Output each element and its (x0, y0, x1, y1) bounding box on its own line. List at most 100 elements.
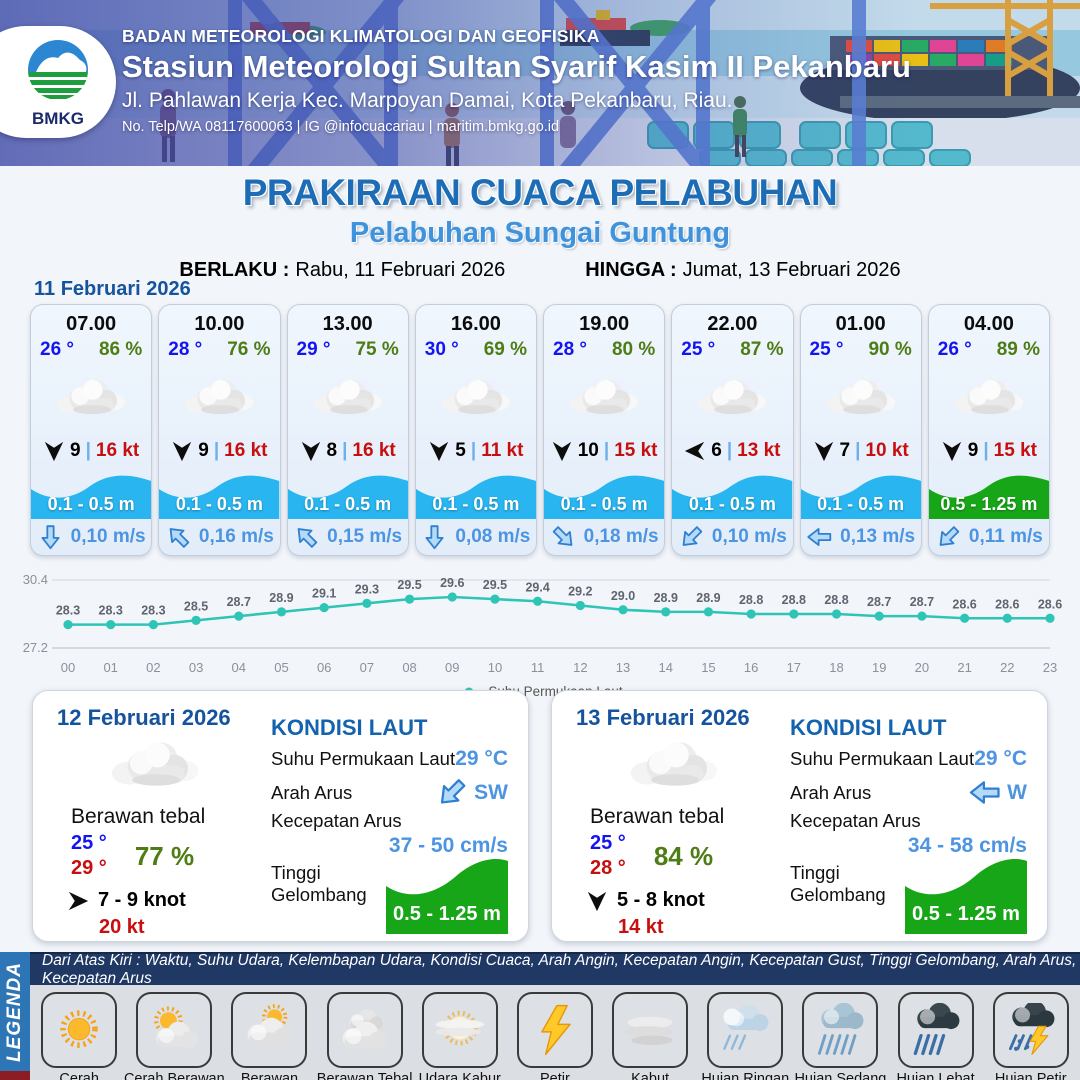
legend-item-label: Kabut (631, 1071, 670, 1080)
weather-icon (672, 361, 792, 433)
wave-height-value: 0.1 - 0.5 m (304, 494, 392, 514)
forecast-card: 04.00 26 ° 89 % 9 | 15 kt 0.5 - 1.25 m (927, 304, 1050, 556)
forecast-card: 22.00 25 ° 87 % 6 | 13 kt 0.1 - 0.5 m (671, 304, 794, 556)
bmkg-logo-icon: BMKG (28, 40, 88, 128)
wind-gust: 16 kt (224, 440, 268, 461)
outlook-cards: 12 Februari 2026 Berawan tebal 25 ° 29 °… (32, 690, 1048, 942)
berawan-tebal-icon (698, 379, 767, 415)
current-row: 0,15 m/s (288, 519, 408, 555)
wind-row: 7 | 10 kt (801, 433, 921, 469)
wind-direction-icon (43, 440, 65, 462)
legend-icon-box (326, 992, 403, 1068)
wind-gust-separator: | (726, 440, 733, 461)
wind-speed: 9 (198, 440, 209, 461)
legend-icon-box (41, 992, 118, 1068)
legend-item-label: Berawan Tebal (316, 1071, 413, 1080)
wind-speed: 10 (577, 440, 599, 461)
svg-text:28.6: 28.6 (952, 597, 976, 611)
svg-text:05: 05 (274, 660, 288, 675)
current-dir-label: Arah Arus (790, 781, 872, 803)
legend-item: Udara Kabur (414, 992, 506, 1080)
legend-item: Berawan (223, 992, 315, 1080)
wind-row: 8 | 16 kt (288, 433, 408, 469)
current-row: 0,13 m/s (801, 519, 921, 555)
bmkg-logo: BMKG (0, 26, 116, 138)
wind-gust: 16 kt (95, 440, 140, 461)
sst-label: Suhu Permukaan Laut (271, 748, 456, 769)
wind-range: 7 - 9 knot (98, 889, 186, 911)
wave-height-value: 0.1 - 0.5 m (47, 494, 135, 514)
page-title: PRAKIRAAN CUACA PELABUHAN (242, 172, 838, 213)
legend-note: Dari Atas Kiri : Waktu, Suhu Udara, Kele… (30, 952, 1080, 987)
svg-text:23: 23 (1043, 660, 1057, 675)
wave-height-value: 0.1 - 0.5 m (432, 494, 520, 514)
current-direction: W (1007, 780, 1027, 804)
svg-text:01: 01 (103, 660, 117, 675)
legend-item: Berawan Tebal (316, 992, 413, 1080)
legend-item-label: Hujan Ringan (701, 1071, 790, 1080)
current-row: 0,18 m/s (544, 519, 664, 555)
current-row: 0,10 m/s (31, 519, 151, 555)
svg-text:21: 21 (957, 660, 971, 675)
sst-value: 29 °C (455, 747, 508, 770)
berawan-tebal-icon (570, 379, 639, 415)
svg-text:18: 18 (829, 660, 843, 675)
svg-text:08: 08 (402, 660, 416, 675)
wind-speed: 9 (70, 440, 81, 461)
current-row: 0,08 m/s (416, 519, 536, 555)
sst-line-chart: 30.4 27.2 28.3 00 28.3 01 28.3 02 28.5 03 28.7 04 28… (16, 564, 1064, 682)
current-speed: 0,18 m/s (583, 526, 659, 547)
title-block: PRAKIRAAN CUACA PELABUHAN Pelabuhan Sung… (0, 172, 1080, 282)
sst-label: Suhu Permukaan Laut (790, 748, 975, 769)
wave-height-band: 0.1 - 0.5 m (159, 469, 280, 519)
current-row: 0,16 m/s (159, 519, 279, 555)
wave-shape (287, 475, 408, 519)
wind-row: 5 | 11 kt (416, 433, 536, 469)
berawan-tebal-icon (826, 379, 895, 415)
legend-item-label: Udara Kabur (418, 1071, 501, 1080)
wind-speed: 7 (839, 440, 851, 461)
forecast-time: 04.00 (963, 313, 1014, 335)
svg-text:17: 17 (787, 660, 801, 675)
legend-icon-box (707, 992, 784, 1068)
weather-icon (416, 361, 536, 433)
header: BMKG BADAN METEOROLOGI KLIMATOLOGI DAN G… (0, 0, 1080, 166)
wave-label: Tinggi Gelombang (790, 862, 886, 905)
current-direction-icon (293, 526, 320, 548)
svg-text:22: 22 (1000, 660, 1014, 675)
wave-height-band: 0.1 - 0.5 m (672, 469, 793, 519)
forecast-card: 07.00 26 ° 86 % 9 | 16 kt 0.1 - 0.5 m (30, 304, 153, 556)
forecast-time: 07.00 (66, 313, 117, 335)
sst-chart-section: 30.4 27.2 28.3 00 28.3 01 28.3 02 28.5 03 28.7 04 28… (16, 564, 1064, 699)
station-name: Stasiun Meteorologi Sultan Syarif Kasim … (122, 49, 911, 84)
wave-shape (415, 475, 536, 519)
svg-text:29.0: 29.0 (611, 589, 635, 603)
humidity: 69 % (483, 339, 527, 360)
current-direction-icon (935, 526, 962, 548)
current-speed: 0,10 m/s (711, 526, 787, 547)
weather-icon (288, 361, 408, 433)
wind-direction-icon (428, 440, 450, 462)
wind-gust: 13 kt (737, 440, 781, 461)
legend-item: Hujan Petir (985, 992, 1077, 1080)
svg-text:13: 13 (616, 660, 630, 675)
wind-gust: 16 kt (352, 440, 396, 461)
svg-text:19: 19 (872, 660, 886, 675)
wind-gust: 15 kt (993, 440, 1037, 461)
svg-text:06: 06 (317, 660, 331, 675)
svg-text:20: 20 (915, 660, 929, 675)
legend-item: Hujan Ringan (699, 992, 791, 1080)
svg-text:28.6: 28.6 (995, 597, 1019, 611)
temp-min: 25 ° (71, 832, 107, 854)
wind-gust-separator: | (855, 440, 861, 461)
current-direction-icon (37, 525, 64, 550)
wave-label: Tinggi Gelombang (271, 862, 367, 905)
wave-shape (159, 475, 280, 519)
svg-text:28.3: 28.3 (56, 604, 80, 618)
svg-text:12: 12 (573, 660, 587, 675)
forecast-time: 01.00 (835, 313, 886, 335)
legend-item: Cerah (33, 992, 125, 1080)
outlook-card-day3: 13 Februari 2026 Berawan tebal 25 ° 28 °… (551, 690, 1048, 942)
weather-icon (544, 361, 664, 433)
humidity: 90 % (868, 339, 912, 360)
